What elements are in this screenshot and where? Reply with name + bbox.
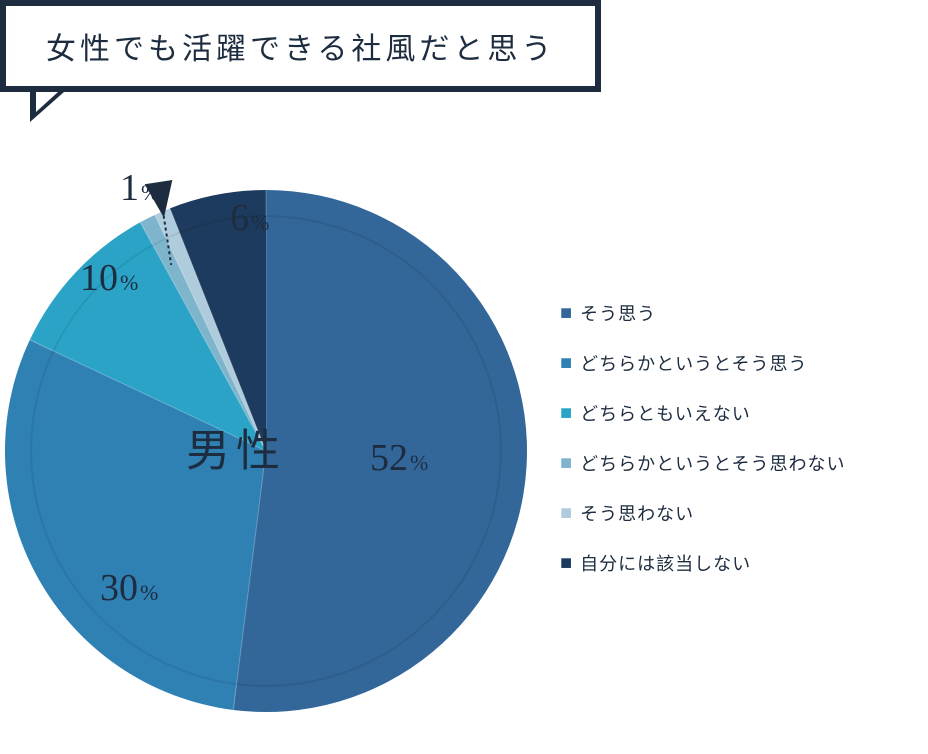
legend-label: どちらともいえない (580, 400, 751, 426)
pie-chart-container: 男性52%30%10%1%6% (0, 170, 540, 730)
legend-swatch: ■ (560, 503, 572, 523)
pie-chart: 男性52%30%10%1%6% (0, 170, 540, 730)
legend-label: どちらかというとそう思う (580, 350, 807, 376)
legend-row: ■ どちらともいえない (560, 400, 846, 426)
legend-label: どちらかというとそう思わない (580, 450, 845, 476)
legend-label: そう思わない (580, 500, 694, 526)
legend: ■ そう思う ■ どちらかというとそう思う ■ どちらともいえない ■ どちらかというとそう思… (560, 300, 846, 600)
legend-label: 自分には該当しない (580, 550, 751, 576)
title-text: 女性でも活躍できる社風だと思う (46, 33, 555, 66)
title-speech-bubble: 女性でも活躍できる社風だと思う (0, 0, 601, 92)
legend-label: そう思う (580, 300, 656, 326)
legend-swatch: ■ (560, 553, 572, 573)
legend-swatch: ■ (560, 403, 572, 423)
legend-row: ■ どちらかというとそう思わない (560, 450, 846, 476)
legend-row: ■ そう思わない (560, 500, 846, 526)
legend-row: ■ 自分には該当しない (560, 550, 846, 576)
legend-row: ■ そう思う (560, 300, 846, 326)
pie-center-label: 男性 (186, 427, 286, 476)
legend-row: ■ どちらかというとそう思う (560, 350, 846, 376)
legend-swatch: ■ (560, 353, 572, 373)
legend-swatch: ■ (560, 303, 572, 323)
speech-tail-inner (36, 92, 58, 112)
legend-swatch: ■ (560, 453, 572, 473)
